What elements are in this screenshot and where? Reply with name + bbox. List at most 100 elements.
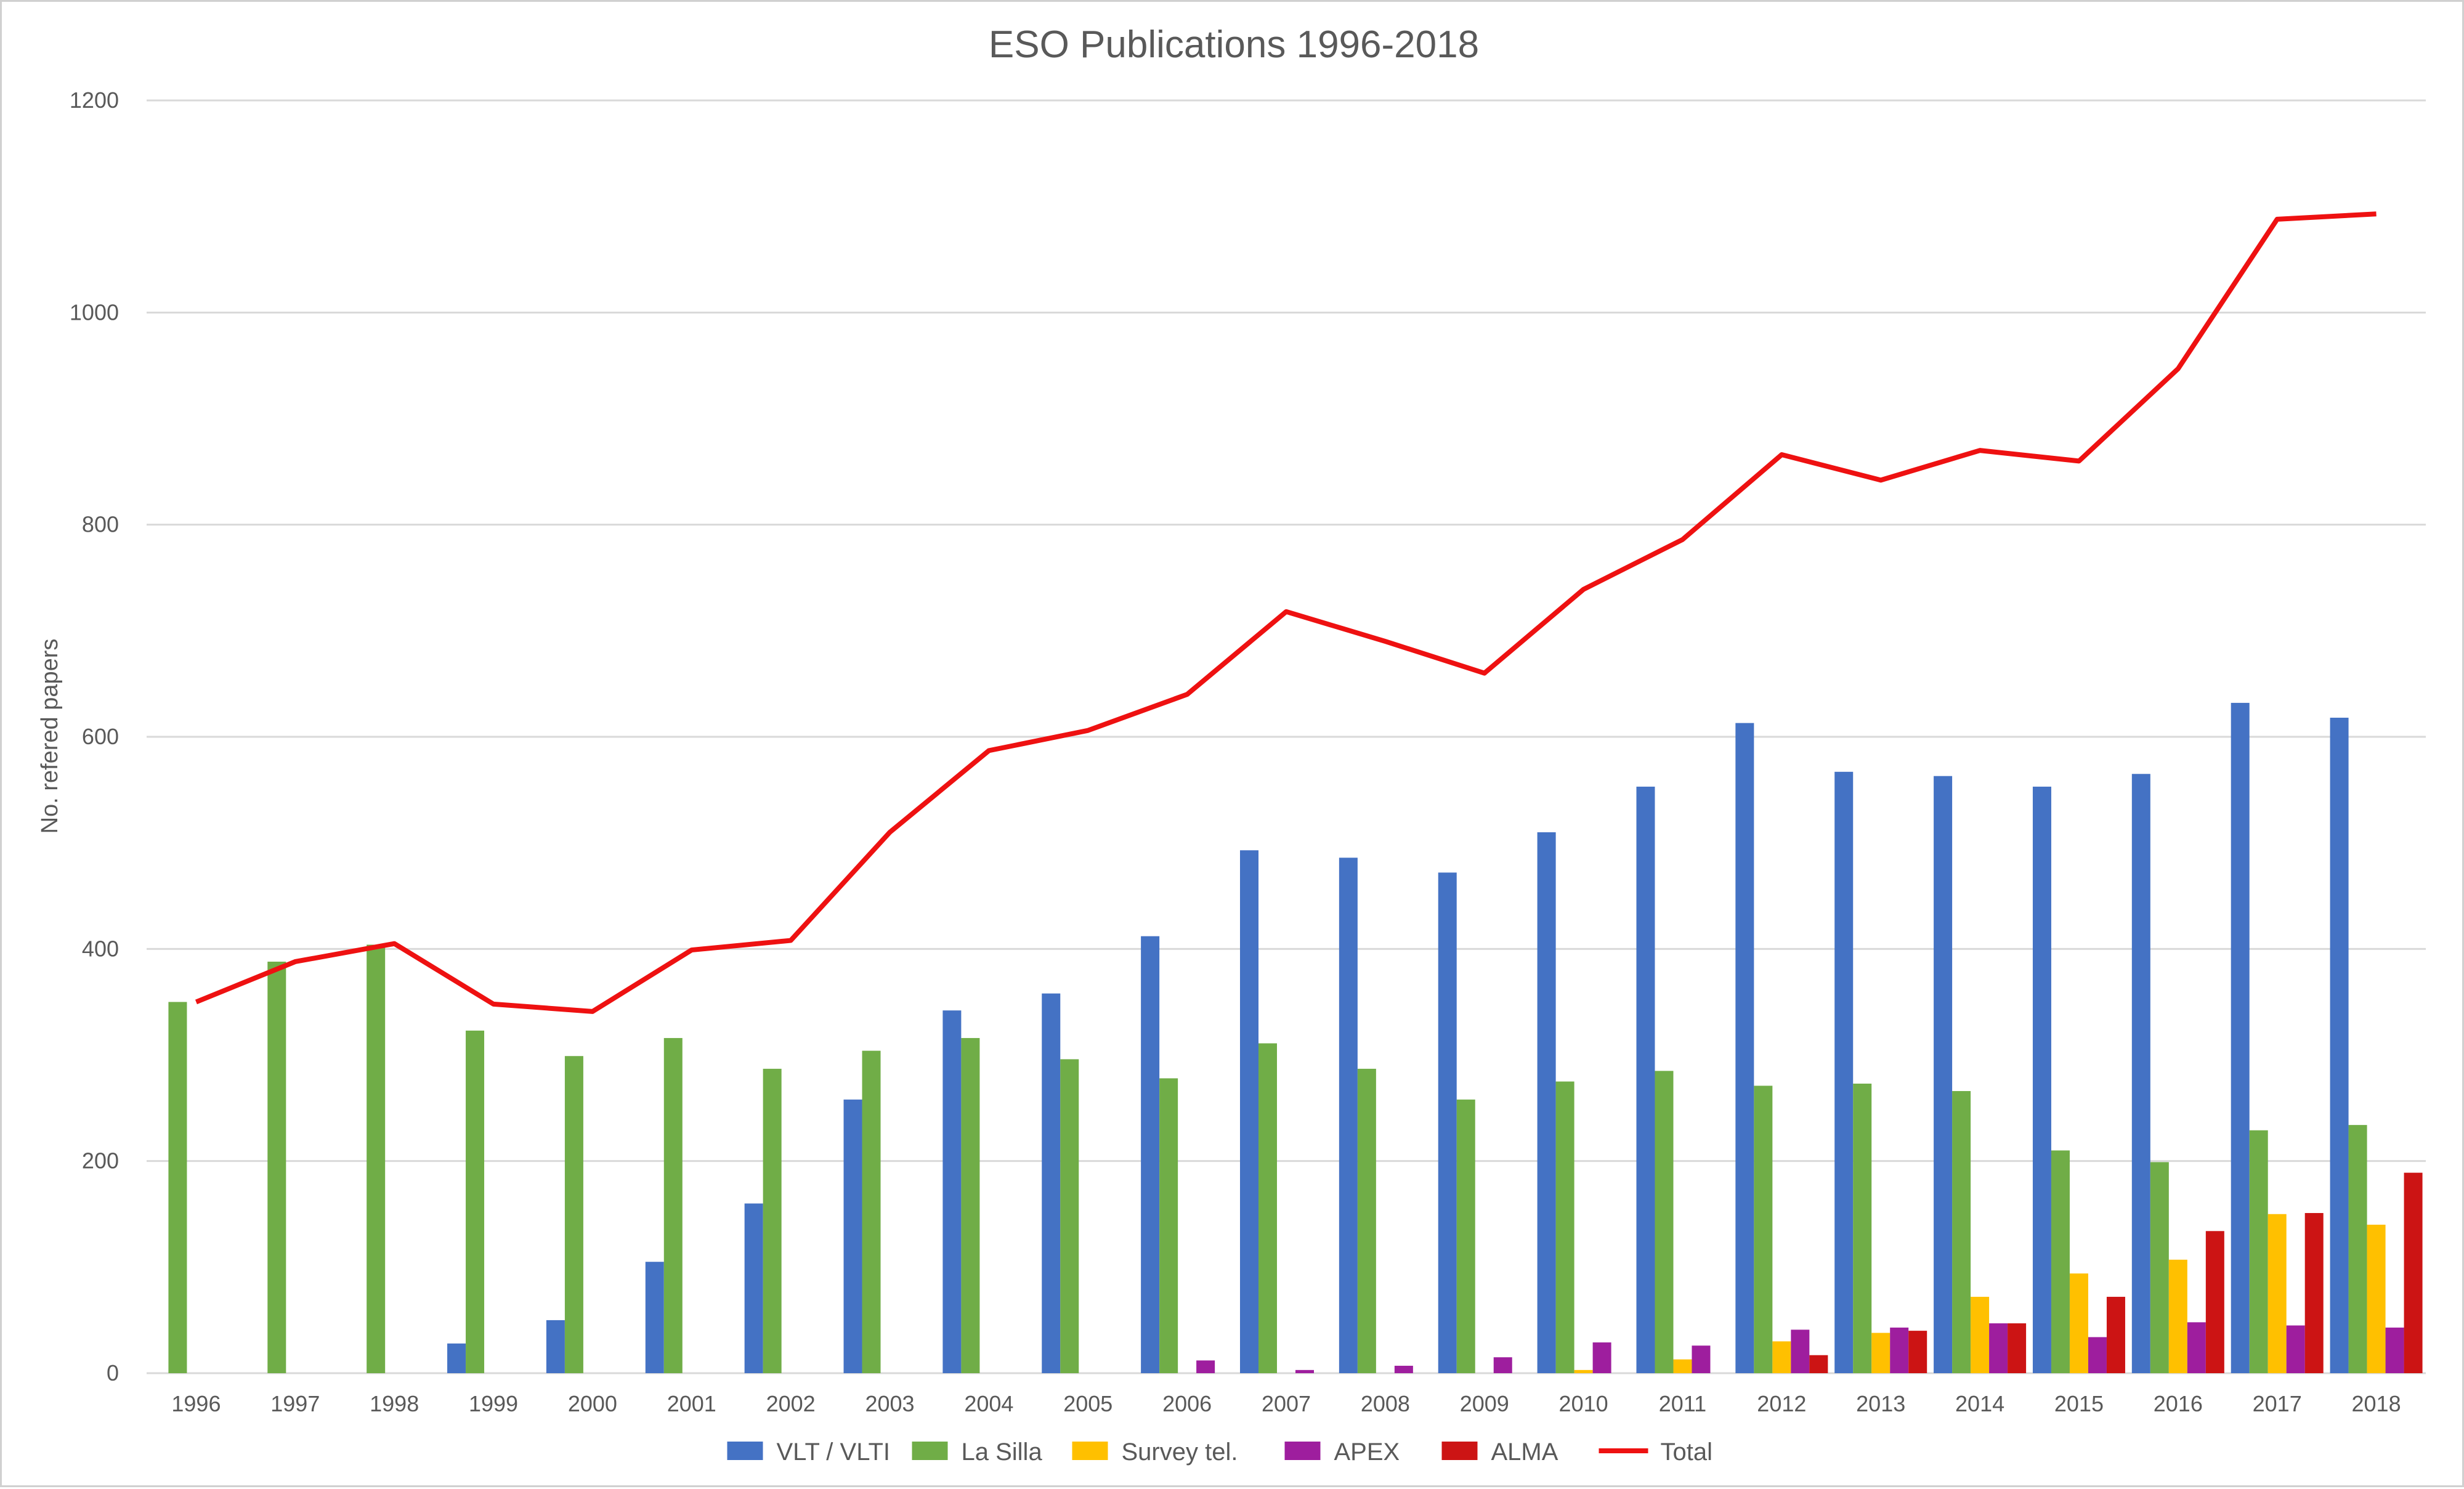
x-tick-label: 2010 [1559, 1391, 1608, 1416]
bar-vlt-vlti [2330, 718, 2349, 1373]
bar-la-silla [663, 1037, 683, 1373]
bar-apex [2187, 1322, 2206, 1373]
bar-vlt-vlti [843, 1099, 862, 1373]
bar-la-silla [1555, 1081, 1574, 1373]
bar-la-silla [763, 1068, 782, 1373]
bar-apex [1196, 1360, 1215, 1373]
bar-vlt-vlti [2032, 786, 2051, 1373]
bar-vlt-vlti [546, 1320, 565, 1373]
bar-la-silla [1655, 1071, 1674, 1373]
x-tick-label: 2013 [1856, 1391, 1905, 1416]
y-tick-label: 800 [82, 512, 119, 537]
bar-survey-tel [1971, 1297, 1990, 1373]
x-tick-label: 2018 [2352, 1391, 2401, 1416]
y-axis: 0 200 400 600 800 1000 1200 [70, 87, 119, 1386]
bar-vlt-vlti [1141, 936, 1160, 1373]
bar-la-silla [1357, 1068, 1376, 1373]
bars [168, 702, 2423, 1373]
bar-la-silla [168, 1002, 187, 1373]
bar-apex [1890, 1327, 1909, 1373]
bar-vlt-vlti [645, 1262, 664, 1373]
x-axis: 1996 1997 1998 1999 2000 2001 2002 2003 2004 2005… [171, 1391, 2401, 1416]
x-tick-label: 2017 [2253, 1391, 2302, 1416]
bar-vlt-vlti [1735, 723, 1754, 1373]
bar-la-silla [1456, 1099, 1475, 1373]
x-tick-label: 2016 [2154, 1391, 2203, 1416]
bar-la-silla [1754, 1085, 1773, 1373]
bar-vlt-vlti [942, 1010, 962, 1373]
y-tick-label: 600 [82, 724, 119, 749]
x-tick-label: 2006 [1162, 1391, 1212, 1416]
bar-la-silla [862, 1050, 881, 1373]
bar-vlt-vlti [447, 1343, 466, 1373]
bar-la-silla [466, 1030, 485, 1373]
x-tick-label: 1996 [171, 1391, 221, 1416]
bar-vlt-vlti [2231, 702, 2250, 1373]
bar-la-silla [2249, 1130, 2268, 1373]
bar-vlt-vlti [744, 1203, 763, 1373]
x-tick-label: 2004 [964, 1391, 1013, 1416]
x-tick-label: 1998 [370, 1391, 419, 1416]
legend-label: APEX [1334, 1438, 1400, 1466]
bar-la-silla [2051, 1150, 2070, 1373]
bar-la-silla [2150, 1162, 2169, 1373]
bar-apex [1692, 1345, 1711, 1373]
bar-alma [2106, 1297, 2125, 1373]
bar-apex [2088, 1337, 2107, 1373]
legend-swatch [727, 1442, 763, 1460]
legend-swatch [1441, 1442, 1478, 1460]
bar-la-silla [367, 944, 386, 1373]
bar-la-silla [1159, 1078, 1178, 1373]
x-tick-label: 2015 [2054, 1391, 2104, 1416]
lines [195, 211, 2377, 1014]
bar-la-silla [267, 961, 286, 1373]
bar-vlt-vlti [1042, 993, 1061, 1373]
x-tick-label: 2007 [1262, 1391, 1311, 1416]
bar-apex [1295, 1369, 1314, 1373]
x-tick-label: 1997 [270, 1391, 320, 1416]
grid [147, 99, 2426, 1374]
y-axis-label: No. refered papers [37, 639, 63, 834]
x-tick-label: 2008 [1361, 1391, 1410, 1416]
legend-swatch [1284, 1442, 1321, 1460]
bar-vlt-vlti [1834, 771, 1854, 1373]
bar-alma [1908, 1331, 1927, 1373]
x-tick-label: 2014 [1955, 1391, 2004, 1416]
x-tick-label: 2009 [1460, 1391, 1509, 1416]
bar-la-silla [564, 1056, 583, 1373]
bar-vlt-vlti [1339, 858, 1358, 1373]
bar-apex [1394, 1365, 1413, 1373]
bar-alma [1809, 1355, 1828, 1373]
legend-label: La Silla [962, 1438, 1043, 1466]
bar-alma [2008, 1323, 2027, 1373]
x-tick-label: 2002 [766, 1391, 816, 1416]
bar-apex [2286, 1325, 2305, 1373]
y-tick-label: 0 [107, 1360, 119, 1386]
y-tick-label: 200 [82, 1148, 119, 1174]
x-tick-label: 1999 [469, 1391, 518, 1416]
x-tick-label: 2001 [667, 1391, 716, 1416]
bar-survey-tel [2069, 1273, 2088, 1373]
legend-swatch [1072, 1442, 1108, 1460]
legend-label: VLT / VLTI [777, 1438, 891, 1466]
bar-survey-tel [1673, 1359, 1692, 1373]
bar-la-silla [961, 1037, 980, 1373]
bar-survey-tel [1871, 1333, 1891, 1373]
bar-la-silla [1258, 1043, 1277, 1373]
bar-vlt-vlti [1537, 832, 1556, 1373]
bar-vlt-vlti [1240, 850, 1258, 1373]
chart-title: ESO Publications 1996-2018 [989, 23, 1479, 66]
legend-label: Survey tel. [1122, 1438, 1238, 1466]
legend-label: ALMA [1491, 1438, 1558, 1466]
bar-alma [2205, 1231, 2224, 1373]
bar-vlt-vlti [1438, 872, 1457, 1373]
legend-swatch [912, 1442, 948, 1460]
bar-alma [2404, 1172, 2423, 1373]
bar-vlt-vlti [1934, 776, 1953, 1373]
bar-survey-tel [2367, 1224, 2386, 1373]
x-tick-label: 2005 [1063, 1391, 1112, 1416]
bar-la-silla [2348, 1125, 2367, 1373]
bar-la-silla [1060, 1059, 1079, 1373]
y-tick-label: 1200 [70, 87, 119, 113]
